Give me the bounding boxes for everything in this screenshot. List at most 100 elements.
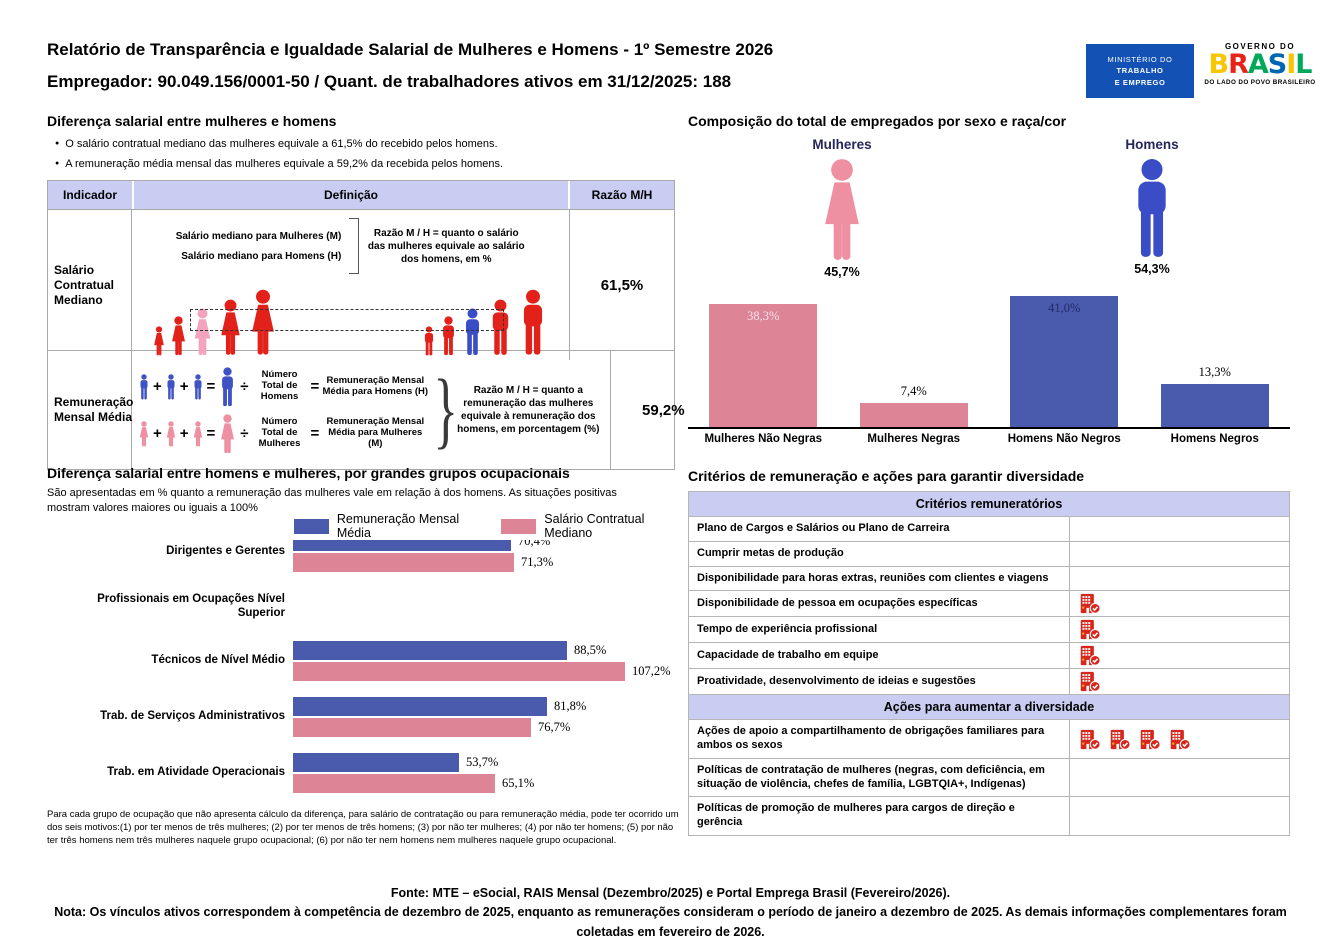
bar-value-label: 38,3%: [747, 309, 780, 323]
bar-value-label: 81,8%: [554, 699, 587, 714]
man-figure-icon: [138, 374, 150, 400]
chart-row: Profissionais em Ocupações Nível Superio…: [47, 587, 687, 627]
bar: [293, 553, 514, 573]
mte-logo-line3: E EMPREGO: [1114, 77, 1166, 87]
woman-icon: [776, 158, 908, 262]
criteria-row: Proatividade, desenvolvimento de ideias …: [688, 668, 1290, 696]
header: Relatório de Transparência e Igualdade S…: [47, 40, 1057, 104]
criteria-company-icons: [1069, 757, 1290, 798]
woman-figure-icon: [218, 414, 237, 454]
definition-cell: + + = ÷ Número Total de Homens = Remuneração M…: [132, 351, 612, 469]
man-figure-icon: [1128, 158, 1176, 259]
criteria-row: Ações de apoio a compartilhamento de obr…: [688, 719, 1290, 759]
criteria-company-icons: [1069, 616, 1290, 644]
bar: [293, 718, 531, 738]
occupational-footnote: Para cada grupo de ocupação que não apre…: [47, 808, 679, 847]
bar: [293, 697, 547, 717]
bar-slot: 7,4%: [839, 384, 990, 427]
mte-logo-line1: MINISTÉRIO DO: [1107, 55, 1173, 65]
bar-value-label: 7,4%: [900, 384, 927, 398]
table-row-mean-remuneration: Remuneração Mensal Média + + = ÷ Número Tota…: [48, 350, 685, 469]
plus-operator: +: [153, 425, 162, 442]
bar: [293, 774, 495, 794]
criteria-section-row: Critérios remuneratórios: [688, 491, 1290, 517]
bar: 41,0%: [1010, 296, 1119, 427]
bullet-median-salary: O salário contratual mediano das mulhere…: [55, 138, 675, 150]
chart-row: Trab. de Serviços Administrativos 81,8% …: [47, 696, 687, 739]
man-figure-icon: [192, 374, 204, 400]
criteria-row: Disponibilidade para horas extras, reuni…: [688, 565, 1290, 592]
bracket-shape: [349, 218, 360, 274]
bar-value-label: 65,1%: [502, 776, 535, 791]
woman-figure-icon: [817, 158, 867, 262]
category-label: Trab. de Serviços Administrativos: [100, 710, 285, 723]
bar-value-label: 71,3%: [521, 555, 554, 570]
bar-value-label: 53,7%: [466, 755, 499, 770]
category-label: Homens Negros: [1170, 433, 1259, 445]
criteria-label: Políticas de promoção de mulheres para c…: [688, 796, 1070, 836]
building-check-icon: [1080, 646, 1101, 666]
woman-figure-icon: [138, 421, 150, 447]
indicator-label: Remuneração Mensal Média: [48, 351, 133, 469]
bar-value-label: 76,7%: [538, 720, 571, 735]
criteria-row: Disponibilidade de pessoa em ocupações e…: [688, 590, 1290, 618]
criteria-label: Cumprir metas de produção: [688, 540, 1070, 567]
criteria-table: Critérios remuneratórios Plano de Cargos…: [688, 491, 1290, 836]
mte-logo: MINISTÉRIO DO TRABALHO E EMPREGO: [1086, 44, 1194, 98]
col-header-razao: Razão M/H: [570, 181, 674, 209]
criteria-label: Tempo de experiência profissional: [688, 616, 1070, 644]
criteria-row: Capacidade de trabalho em equipe: [688, 642, 1290, 670]
chart-row: Trab. em Atividade Operacionais 53,7% 65…: [47, 752, 687, 795]
divisor-label: Número Total de Mulheres: [258, 416, 301, 449]
women-percentage: 45,7%: [824, 265, 860, 279]
composition-summary: Mulheres 45,7% Homens 54,3%: [688, 137, 1290, 289]
section-salary-gap: Diferença salarial entre mulheres e home…: [47, 113, 685, 470]
chart-legend: Remuneração Mensal Média Salário Contrat…: [290, 512, 687, 540]
legend-item: Salário Contratual Mediano: [501, 512, 687, 540]
ratio-value: 61,5%: [600, 276, 644, 294]
people-illustration: [140, 276, 561, 356]
brasil-letter: L: [1295, 49, 1312, 80]
bar-value-label: 41,0%: [1048, 301, 1081, 315]
report-title: Relatório de Transparência e Igualdade S…: [47, 40, 774, 59]
indicator-label: Salário Contratual Mediano: [48, 210, 132, 360]
median-comparison-dashed-box: [190, 309, 504, 331]
criteria-company-icons: [1069, 642, 1290, 670]
section-occupational-title: Diferença salarial entre homens e mulher…: [47, 465, 570, 481]
footer-source: Fonte: MTE – eSocial, RAIS Mensal (Dezem…: [390, 886, 951, 900]
category-label: Profissionais em Ocupações Nível Superio…: [97, 592, 285, 619]
ratio-note: Razão M / H = quanto a remuneração das m…: [457, 385, 600, 435]
chart-row: Dirigentes e Gerentes 70,4% 71,3%: [47, 531, 687, 574]
criteria-row: Tempo de experiência profissional: [688, 616, 1290, 644]
criteria-company-icons: [1069, 590, 1290, 618]
mte-logo-line2: TRABALHO: [1116, 66, 1164, 76]
occupational-bar-chart: Dirigentes e Gerentes 70,4% 71,3% Profis…: [47, 531, 687, 795]
chart-row: Técnicos de Nível Médio 88,5% 107,2%: [47, 640, 687, 683]
median-women-label: Salário mediano para Mulheres (M): [175, 230, 342, 242]
indicator-table: Indicador Definição Razão M/H Salário Co…: [47, 180, 685, 470]
brasil-letter: A: [1247, 49, 1269, 80]
criteria-label: Plano de Cargos e Salários ou Plano de C…: [688, 516, 1070, 542]
brasil-letter: R: [1228, 49, 1249, 80]
criteria-company-icons: [1069, 565, 1290, 592]
woman-figure-icon: [152, 326, 166, 356]
divide-operator: ÷: [240, 425, 249, 442]
brasil-letter: B: [1208, 49, 1229, 80]
equals-operator: =: [206, 378, 216, 395]
ratio-value: 59,2%: [642, 401, 685, 419]
legend-swatch: [501, 518, 537, 534]
men-percentage: 54,3%: [1134, 262, 1170, 276]
building-check-icon: [1080, 729, 1101, 750]
report-subtitle: Empregador: 90.049.156/0001-50 / Quant. …: [47, 72, 732, 91]
criteria-section-row: Ações para aumentar a diversidade: [688, 694, 1290, 721]
criteria-company-icons: [1069, 516, 1290, 542]
building-check-icon: [1110, 729, 1131, 750]
criteria-row: Políticas de promoção de mulheres para c…: [688, 796, 1290, 836]
brace-shape: }: [433, 361, 459, 458]
footer-note: Nota: Os vínculos ativos correspondem à …: [54, 905, 1287, 939]
bar-slot: 13,3%: [1140, 365, 1291, 427]
woman-figure-icon: [192, 421, 204, 447]
bar: 7,4%: [859, 384, 968, 427]
definition-cell: Salário mediano para Mulheres (M) Salári…: [132, 210, 570, 360]
legend-item: Remuneração Mensal Média: [294, 512, 487, 540]
